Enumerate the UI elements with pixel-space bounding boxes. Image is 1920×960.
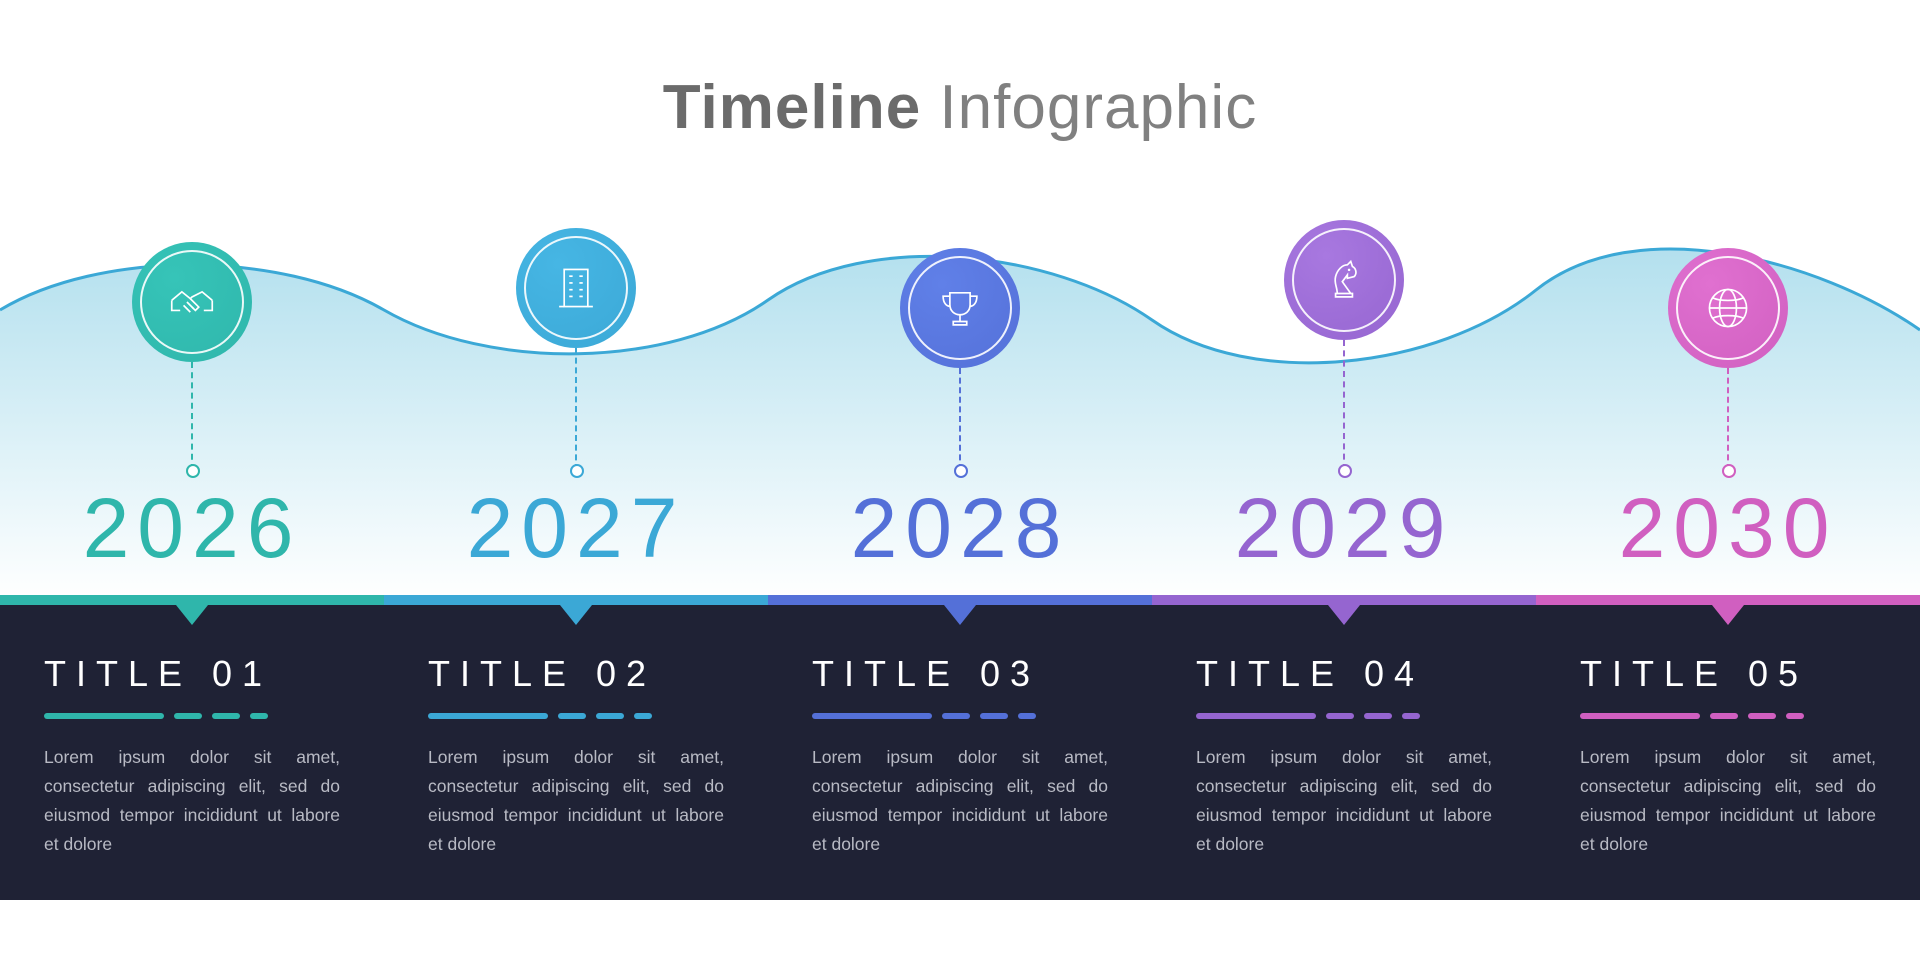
globe-icon [1668,248,1788,368]
card-arrow [176,605,208,625]
timeline-card: TITLE 03 Lorem ipsum dolor sit amet, cons… [768,595,1152,900]
card-accent-bar [0,595,384,605]
page-title: Timeline Infographic [0,0,1920,143]
title-bold: Timeline [663,73,921,142]
card-body: Lorem ipsum dolor sit amet, consectetur … [1580,743,1876,859]
card-arrow [1712,605,1744,625]
card-accent-bar [1536,595,1920,605]
card-title: TITLE 03 [812,653,1108,695]
connector-line [575,348,577,470]
card-arrow [560,605,592,625]
year-label: 2026 [0,480,384,577]
year-label: 2027 [384,480,768,577]
timeline-card: TITLE 01 Lorem ipsum dolor sit amet, cons… [0,595,384,900]
card-arrow [944,605,976,625]
trophy-icon [900,248,1020,368]
cards-row: TITLE 01 Lorem ipsum dolor sit amet, cons… [0,595,1920,900]
title-light: Infographic [921,73,1257,142]
connector-line [191,362,193,470]
connector-line [1343,340,1345,470]
card-body: Lorem ipsum dolor sit amet, consectetur … [1196,743,1492,859]
year-label: 2030 [1536,480,1920,577]
title-underline [428,713,724,719]
card-accent-bar [768,595,1152,605]
year-label: 2028 [768,480,1152,577]
knight-icon [1284,220,1404,340]
year-label: 2029 [1152,480,1536,577]
building-icon [516,228,636,348]
title-underline [812,713,1108,719]
card-arrow [1328,605,1360,625]
handshake-icon [132,242,252,362]
card-title: TITLE 05 [1580,653,1876,695]
title-underline [1196,713,1492,719]
title-underline [1580,713,1876,719]
timeline-card: TITLE 02 Lorem ipsum dolor sit amet, cons… [384,595,768,900]
card-body: Lorem ipsum dolor sit amet, consectetur … [44,743,340,859]
title-underline [44,713,340,719]
card-body: Lorem ipsum dolor sit amet, consectetur … [428,743,724,859]
card-title: TITLE 04 [1196,653,1492,695]
card-body: Lorem ipsum dolor sit amet, consectetur … [812,743,1108,859]
connector-line [1727,368,1729,470]
card-accent-bar [1152,595,1536,605]
timeline-card: TITLE 04 Lorem ipsum dolor sit amet, cons… [1152,595,1536,900]
card-title: TITLE 01 [44,653,340,695]
card-title: TITLE 02 [428,653,724,695]
connector-line [959,368,961,470]
timeline-card: TITLE 05 Lorem ipsum dolor sit amet, cons… [1536,595,1920,900]
card-accent-bar [384,595,768,605]
